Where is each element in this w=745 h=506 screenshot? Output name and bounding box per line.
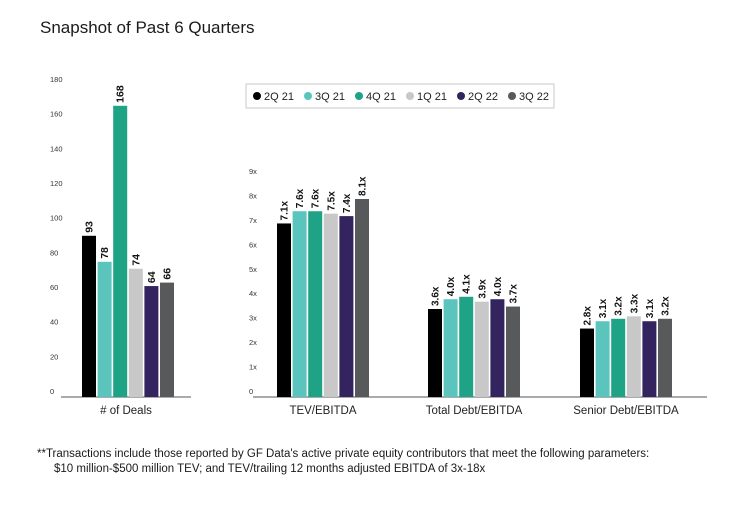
- data-label-multiple: 3.6x: [431, 286, 442, 306]
- bar-deals-3Q-22: [160, 282, 174, 397]
- bar-senior-debt-ebitda-2Q-22: [642, 321, 657, 397]
- legend-marker: [304, 92, 312, 100]
- footnote: **Transactions include those reported by…: [37, 447, 727, 477]
- data-label-multiple: 3.2x: [614, 296, 625, 316]
- bar-senior-debt-ebitda-1Q-21: [626, 316, 641, 397]
- y-tick-label-deals: 120: [50, 179, 63, 188]
- y-tick-label-multiple: 9x: [249, 167, 257, 176]
- bar-deals-3Q-21: [97, 261, 112, 397]
- bar-senior-debt-ebitda-4Q-21: [611, 318, 626, 397]
- category-label: Senior Debt/EBITDA: [573, 405, 679, 417]
- data-label-multiple: 7.1x: [280, 201, 291, 221]
- bar-deals-2Q-22: [144, 286, 159, 397]
- data-label-multiple: 7.6x: [311, 188, 322, 208]
- bar-tev-ebitda-2Q-22: [339, 216, 354, 397]
- footnote-line-2: $10 million-$500 million TEV; and TEV/tr…: [54, 463, 486, 475]
- chart-area: 0 20 40 60 80 100 120 140 160 180 93 78 168 74 64 66 # o…: [50, 75, 707, 417]
- data-label-multiple: 4.0x: [446, 276, 457, 296]
- y-tick-label-deals: 60: [50, 283, 58, 292]
- bar-tev-ebitda-2Q-21: [277, 223, 291, 397]
- data-label-multiple: 7.6x: [295, 188, 306, 208]
- bar-tev-ebitda-3Q-21: [292, 211, 307, 397]
- bar-total-debt-ebitda-3Q-21: [443, 299, 458, 397]
- data-label-multiple: 3.2x: [661, 296, 672, 316]
- bar-tev-ebitda-4Q-21: [308, 211, 323, 397]
- legend-label: 2Q 21: [264, 91, 294, 103]
- y-tick-label-multiple: 3x: [249, 314, 257, 323]
- bar-senior-debt-ebitda-3Q-22: [658, 318, 672, 397]
- bar-deals-2Q-21: [82, 235, 96, 397]
- bar-total-debt-ebitda-2Q-21: [428, 309, 442, 397]
- category-label: # of Deals: [100, 405, 152, 417]
- bar-senior-debt-ebitda-3Q-21: [595, 321, 610, 397]
- legend-marker: [253, 92, 261, 100]
- y-tick-label-multiple: 7x: [249, 216, 257, 225]
- y-tick-label-deals: 160: [50, 110, 63, 119]
- footnote-line-1: **Transactions include those reported by…: [37, 448, 650, 460]
- legend-marker: [457, 92, 465, 100]
- category-label: TEV/EBITDA: [289, 405, 356, 417]
- data-label-multiple: 2.8x: [583, 306, 594, 326]
- legend-label: 4Q 21: [366, 91, 396, 103]
- y-tick-label-deals: 20: [50, 352, 58, 361]
- data-label-deals: 93: [84, 221, 96, 233]
- data-label-deals: 66: [162, 268, 174, 280]
- bar-deals-1Q-21: [128, 268, 143, 397]
- y-tick-label-multiple: 6x: [249, 240, 257, 249]
- data-label-multiple: 3.9x: [477, 279, 488, 299]
- data-label-deals: 74: [130, 254, 142, 266]
- data-label-deals: 64: [146, 271, 158, 283]
- bar-deals-4Q-21: [113, 105, 128, 398]
- bar-total-debt-ebitda-2Q-22: [490, 299, 505, 397]
- bar-tev-ebitda-3Q-22: [355, 199, 369, 397]
- legend-marker: [508, 92, 516, 100]
- legend-label: 3Q 21: [315, 91, 345, 103]
- y-tick-label-deals: 100: [50, 214, 63, 223]
- data-label-multiple: 3.1x: [598, 298, 609, 318]
- bar-senior-debt-ebitda-2Q-21: [580, 328, 594, 397]
- data-label-multiple: 8.1x: [358, 176, 369, 196]
- bar-tev-ebitda-1Q-21: [323, 213, 338, 397]
- category-label: Total Debt/EBITDA: [426, 405, 523, 417]
- data-label-multiple: 4.1x: [462, 274, 473, 294]
- y-tick-label-deals: 140: [50, 144, 63, 153]
- data-label-deals: 168: [115, 85, 127, 103]
- y-tick-label-multiple: 1x: [249, 363, 257, 372]
- y-tick-label-deals: 80: [50, 248, 58, 257]
- y-tick-label-deals: 180: [50, 75, 63, 84]
- chart-title: Snapshot of Past 6 Quarters: [40, 18, 255, 37]
- y-tick-label-deals: 40: [50, 318, 58, 327]
- legend-label: 2Q 22: [468, 91, 498, 103]
- y-tick-label-multiple: 4x: [249, 289, 257, 298]
- data-label-multiple: 3.1x: [645, 298, 656, 318]
- y-tick-label-deals: 0: [50, 387, 54, 396]
- data-label-deals: 78: [99, 247, 111, 259]
- y-tick-label-multiple: 2x: [249, 338, 257, 347]
- y-tick-label-multiple: 0: [249, 387, 253, 396]
- data-label-multiple: 3.3x: [629, 293, 640, 313]
- data-label-multiple: 4.0x: [493, 276, 504, 296]
- legend-marker: [355, 92, 363, 100]
- y-tick-label-multiple: 8x: [249, 191, 257, 200]
- legend-marker: [406, 92, 414, 100]
- data-label-multiple: 3.7x: [509, 284, 520, 304]
- bar-total-debt-ebitda-1Q-21: [474, 301, 489, 397]
- y-tick-label-multiple: 5x: [249, 265, 257, 274]
- legend-label: 3Q 22: [519, 91, 549, 103]
- bar-total-debt-ebitda-3Q-22: [506, 306, 520, 397]
- data-label-multiple: 7.5x: [326, 191, 337, 211]
- data-label-multiple: 7.4x: [342, 193, 353, 213]
- bar-total-debt-ebitda-4Q-21: [459, 296, 474, 397]
- legend-label: 1Q 21: [417, 91, 447, 103]
- legend-box: [245, 83, 555, 109]
